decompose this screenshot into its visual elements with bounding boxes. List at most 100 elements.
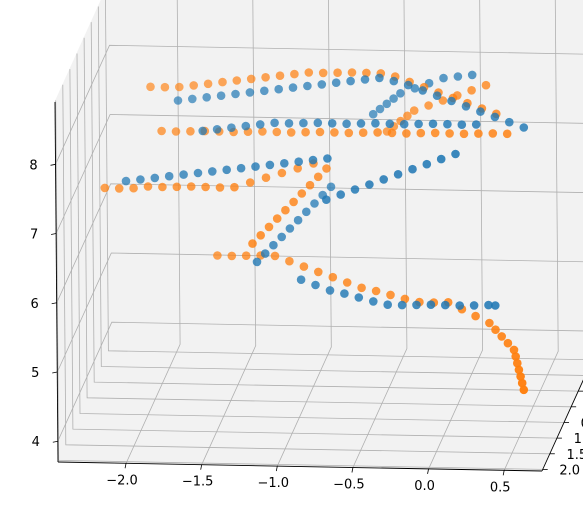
orange-point [305, 180, 315, 190]
orange-point [189, 81, 198, 90]
blue-point [280, 159, 289, 168]
orange-point [318, 68, 328, 78]
blue-point [212, 125, 222, 134]
orange-point [509, 345, 519, 355]
blue-point [274, 84, 284, 94]
y-gridline [105, 0, 583, 361]
blue-point [336, 190, 346, 199]
orange-point [270, 251, 280, 261]
orange-point [290, 69, 299, 79]
blue-point [383, 300, 393, 310]
blue-point [260, 86, 269, 96]
blue-point [313, 118, 323, 128]
orange-point [344, 128, 354, 138]
orange-point [511, 352, 520, 361]
blue-point [277, 232, 287, 242]
blue-point [202, 93, 211, 102]
orange-point [301, 127, 310, 137]
blue-point [323, 154, 332, 163]
blue-point [354, 293, 364, 302]
orange-point [438, 96, 448, 105]
orange-point [245, 178, 255, 187]
orange-point [387, 128, 397, 138]
blue-point [245, 88, 255, 97]
blue-point [241, 121, 251, 131]
orange-point [160, 82, 170, 92]
orange-point [409, 106, 419, 115]
blue-point [260, 249, 270, 258]
z-gridline [57, 321, 583, 442]
orange-point [330, 128, 339, 137]
x-gridline [352, 0, 408, 468]
blue-point [403, 80, 413, 90]
orange-point [416, 128, 426, 138]
y-tick-label: 1.5 [566, 448, 583, 463]
x-tick-label: 0.5 [490, 480, 511, 495]
blue-point [326, 182, 336, 192]
blue-point [303, 81, 312, 91]
blue-point [414, 119, 423, 129]
orange-point [203, 79, 213, 89]
blue-point [317, 80, 327, 89]
blue-point [393, 170, 403, 179]
blue-point [173, 96, 183, 105]
orange-point [100, 183, 110, 193]
blue-point [476, 107, 485, 116]
blue-point [447, 96, 456, 106]
blue-point [311, 280, 320, 290]
orange-point [213, 251, 222, 260]
blue-point [519, 123, 529, 132]
x-tick [351, 467, 354, 473]
axis-lines [50, 101, 583, 476]
orange-point [248, 239, 257, 248]
orange-point [143, 182, 153, 191]
y-tick-label: 1.0 [574, 432, 583, 447]
z-tick-label: 5 [31, 366, 39, 381]
blue-point [296, 275, 306, 285]
z-tick-label: 7 [30, 228, 38, 243]
blue-point [193, 168, 203, 178]
x-gridline [276, 0, 332, 467]
orange-point [373, 128, 382, 137]
blue-point [385, 119, 395, 129]
x-tick [200, 464, 203, 470]
z-tick [51, 302, 57, 305]
orange-point [517, 378, 527, 388]
orange-point [277, 168, 287, 178]
orange-point [246, 74, 256, 84]
y-gridline [55, 100, 543, 470]
orange-point [230, 182, 239, 192]
blue-point [322, 195, 331, 204]
y-gridline [69, 69, 557, 439]
orange-point [297, 189, 307, 198]
orange-point [328, 272, 338, 282]
orange-point [467, 86, 476, 95]
orange-point [491, 325, 500, 335]
z-tick-label: 8 [29, 158, 37, 173]
x-gridline [201, 0, 257, 465]
z-gridline [55, 44, 583, 165]
orange-point [261, 173, 271, 182]
z-tick [52, 440, 58, 443]
blue-point [457, 120, 467, 129]
orange-point [481, 80, 491, 90]
orange-point [358, 128, 368, 137]
blue-point [397, 300, 407, 310]
blue-point [251, 162, 260, 171]
orange-point [218, 77, 227, 87]
z-tick [50, 163, 56, 166]
blue-point [389, 94, 398, 103]
orange-point [314, 267, 323, 277]
y-gridline [76, 53, 565, 423]
orange-point [362, 68, 371, 78]
data-points [100, 68, 529, 395]
blue-point [360, 75, 370, 84]
orange-point [258, 127, 267, 136]
blue-point [255, 120, 265, 129]
z-gridline [56, 252, 583, 373]
blue-point [299, 118, 308, 128]
orange-point [502, 129, 512, 139]
orange-point [201, 182, 210, 192]
blue-point [396, 89, 405, 98]
blue-point [422, 159, 432, 169]
